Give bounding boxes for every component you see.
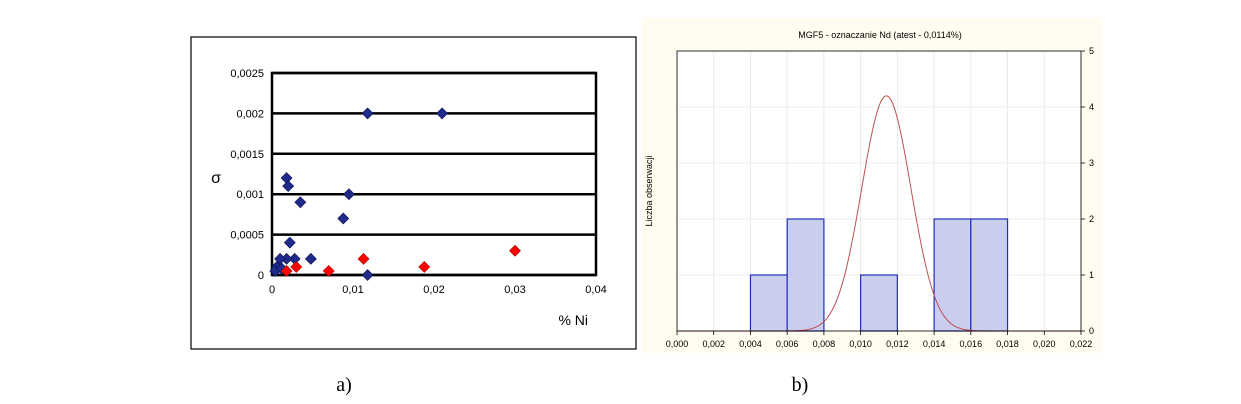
panel-a-x-tick-label: 0,04 [585, 284, 606, 296]
panel-b-x-tick-label: 0,012 [886, 339, 909, 349]
panel-a-point-red [322, 265, 335, 277]
panel-b-x-tick-label: 0,016 [960, 339, 983, 349]
panel-b-x-tick-label: 0,010 [849, 339, 872, 349]
panel-b-x-tick-label: 0,006 [776, 339, 799, 349]
panel-a-x-tick-label: 0 [269, 284, 275, 296]
panel-b-x-tick-label: 0,018 [996, 339, 1019, 349]
panel-b-x-tick-label: 0,002 [702, 339, 725, 349]
panel-a-y-tick-labels: 0 0,0005 0,001 0,0015 0,002 0,0025 [230, 68, 264, 282]
panel-a-points [269, 107, 521, 281]
panel-a-y-tick-label: 0,001 [236, 189, 264, 201]
panel-b-plot-border [676, 50, 1082, 332]
panel-b-x-tick-label: 0,008 [813, 339, 836, 349]
panel-b-histogram-bar [786, 218, 825, 332]
panel-a-y-tick-label: 0 [258, 270, 264, 282]
panel-b-x-tick-label: 0,022 [1070, 339, 1093, 349]
panel-a-point-red [509, 244, 521, 257]
panel-a-y-axis-label: σ [211, 170, 221, 187]
panel-a-y-tick-label: 0,002 [236, 108, 264, 120]
panel-b-y-tick-label: 2 [1089, 214, 1094, 224]
panel-a-y-tick-label: 0,0015 [230, 149, 264, 161]
panel-a-x-tick-label: 0,02 [423, 284, 444, 296]
panel-a-point-blue [282, 180, 295, 193]
panel-a-x-tick-label: 0,03 [504, 284, 525, 296]
panel-b-histogram-bar [749, 274, 788, 332]
caption-b: b) [792, 374, 809, 396]
panel-a-point-blue [361, 269, 374, 281]
panel-b-x-tick-label: 0,014 [923, 339, 946, 349]
panel-a-point-blue [337, 212, 350, 225]
panel-b-y-axis-label: Liczba obserwacji [644, 155, 654, 226]
panel-a-point-blue [294, 196, 307, 209]
panel-a-x-tick-label: 0,01 [342, 284, 363, 296]
caption-a: a) [336, 374, 352, 396]
panel-a-point-blue [304, 252, 317, 265]
panel-b-x-tick-label: 0,020 [1033, 339, 1056, 349]
panel-b-x-tick-labels: 0,000 0,002 0,004 0,006 0,008 0,010 0,012 0,014… [666, 331, 1093, 349]
panel-a-point-red [290, 260, 303, 273]
panel-b-y-tick-label: 4 [1089, 102, 1094, 112]
panel-b-y-tick-label: 1 [1089, 270, 1094, 280]
panel-a-point-blue [361, 107, 374, 120]
panel-b-x-tick-label: 0,004 [739, 339, 762, 349]
panel-b-y-tick-label: 0 [1089, 326, 1094, 336]
panel-b-bars [749, 218, 1009, 332]
panel-b-histogram-bar [933, 218, 972, 332]
panel-a-point-blue [343, 188, 355, 201]
panel-b-y-tick-label: 5 [1089, 46, 1094, 56]
panel-a-point-red [418, 260, 431, 273]
panel-a-plot-border [270, 71, 598, 277]
panel-b-histogram: 0,000 0,002 0,004 0,006 0,008 0,010 0,012 0,014… [642, 18, 1102, 353]
panel-a-x-tick-labels: 0 0,01 0,02 0,03 0,04 [269, 284, 607, 296]
panel-b-histogram-bar [860, 274, 898, 332]
panel-b-y-tick-label: 3 [1089, 158, 1094, 168]
panel-a-y-tick-label: 0,0025 [230, 68, 264, 80]
panel-a-point-blue [436, 107, 449, 120]
panel-b-histogram-bar [970, 218, 1009, 332]
panel-b-y-tick-labels: 0 1 2 3 4 5 [1081, 46, 1094, 336]
panel-b-title: MGF5 - oznaczanie Nd (atest - 0,0114%) [798, 30, 961, 40]
panel-a-y-tick-label: 0,0005 [230, 230, 264, 242]
panel-a-point-red [280, 265, 293, 277]
panel-a-point-red [357, 252, 370, 265]
panel-a-x-axis-label: % Ni [558, 312, 588, 328]
panel-a-point-blue [283, 236, 296, 249]
panel-b-x-tick-label: 0,000 [666, 339, 689, 349]
